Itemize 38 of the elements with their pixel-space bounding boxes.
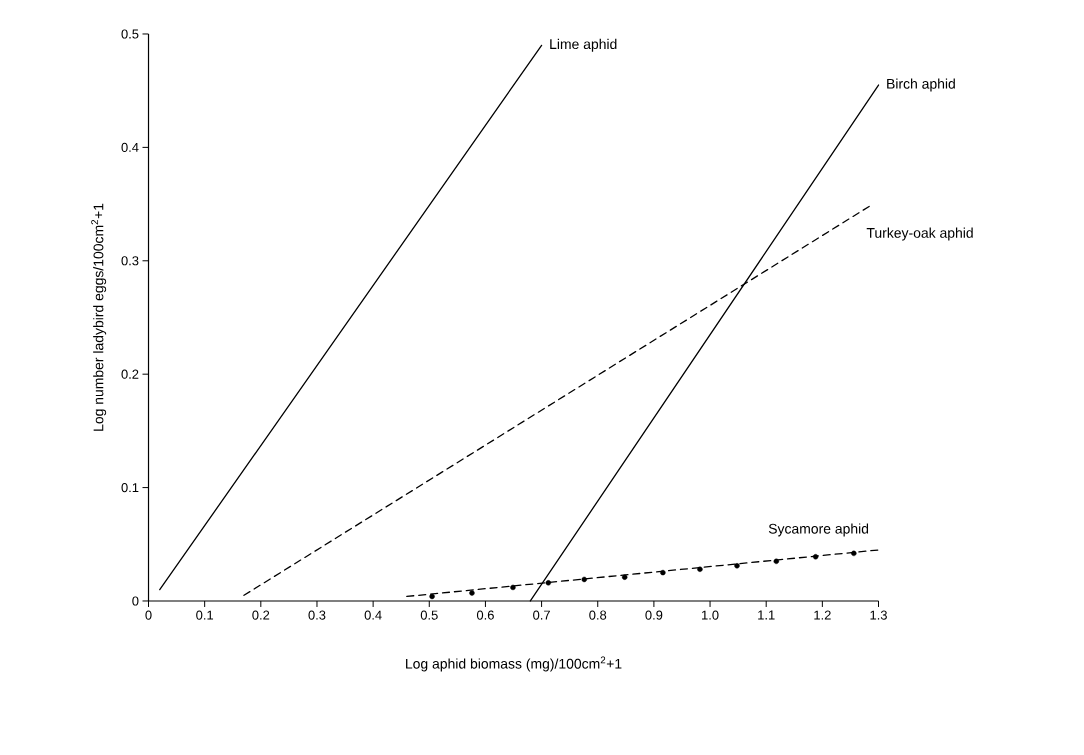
y-tick-label: 0.3: [121, 256, 139, 266]
x-tick-label: 0.2: [252, 610, 270, 620]
series-label: Turkey-oak aphid: [866, 227, 973, 241]
series-label: Lime aphid: [550, 38, 617, 52]
x-tick-label: 0.7: [533, 610, 550, 620]
point: [697, 566, 703, 572]
point: [660, 569, 666, 576]
y-tick-label: 0.4: [121, 142, 139, 152]
series-label: Birch aphid: [887, 78, 955, 92]
y-axis-title: Log number ladybird eggs/100cm$^{2}$+1: [91, 203, 107, 431]
x-tick-label: 0.3: [308, 610, 326, 620]
x-tick-label: 0.5: [420, 610, 438, 620]
point: [469, 590, 475, 596]
point: [851, 550, 857, 557]
x-tick-label: 0.6: [476, 610, 494, 620]
point: [581, 576, 587, 583]
x-axis-title: Log aphid biomass (mg)/100cm$^{2}$+1: [406, 656, 622, 672]
point: [545, 580, 552, 586]
point: [773, 558, 779, 564]
y-tick-label: 0.2: [121, 369, 139, 379]
point: [429, 593, 435, 600]
y-tick-label: 0: [132, 596, 139, 606]
x-tick-label: 0: [145, 610, 152, 620]
x-tick-label: 1.1: [758, 610, 775, 620]
x-tick-label: 0.8: [589, 610, 607, 620]
x-tick-label: 0.1: [196, 610, 214, 620]
series-label: Sycamore aphid: [768, 523, 869, 537]
x-tick-label: 1.3: [870, 610, 887, 620]
point: [510, 584, 516, 591]
x-tick-label: 0.9: [645, 610, 663, 620]
x-tick-label: 1.2: [814, 610, 831, 620]
point: [812, 554, 819, 560]
y-tick-label: 0.5: [121, 29, 139, 39]
x-tick-label: 1.0: [702, 610, 719, 620]
point: [622, 574, 628, 580]
y-tick-label: 0.1: [121, 483, 139, 493]
point: [734, 563, 740, 569]
x-tick-label: 0.4: [364, 610, 382, 620]
